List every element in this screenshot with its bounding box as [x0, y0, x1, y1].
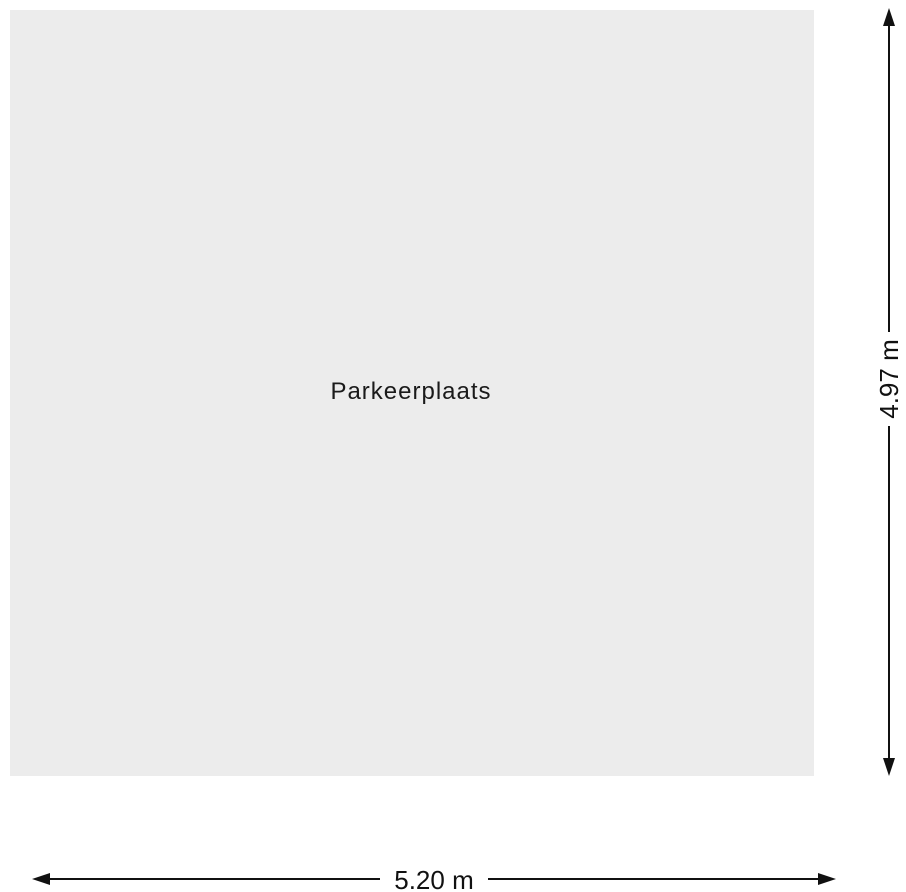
arrow-up-icon	[883, 8, 895, 26]
arrow-left-icon	[32, 873, 50, 885]
width-dimension-label: 5.20 m	[394, 865, 474, 892]
height-dimension: 4.97 m	[874, 8, 904, 776]
room-parkeerplaats	[10, 10, 814, 776]
height-dimension-label: 4.97 m	[874, 339, 904, 419]
width-dimension: 5.20 m	[32, 865, 836, 892]
arrow-right-icon	[818, 873, 836, 885]
room-label: Parkeerplaats	[330, 378, 492, 405]
arrow-down-icon	[883, 758, 895, 776]
